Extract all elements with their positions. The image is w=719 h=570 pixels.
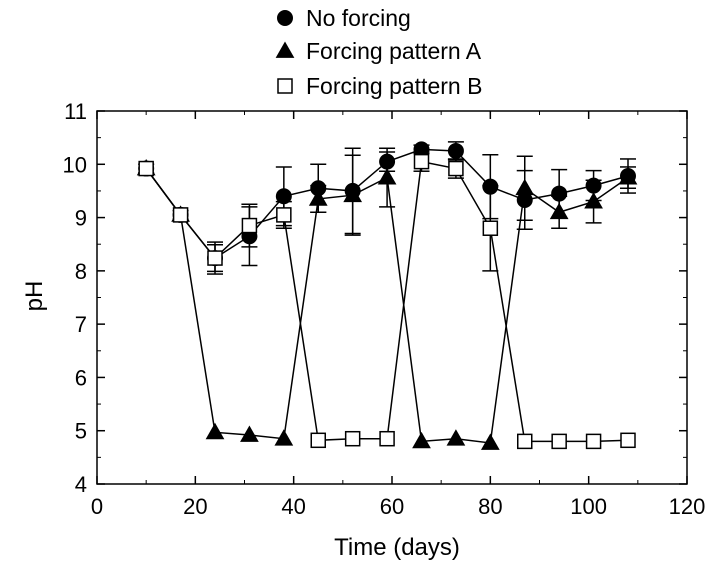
- x-tick-label: 20: [183, 494, 207, 519]
- data-point: [240, 425, 259, 442]
- data-point: [551, 433, 567, 450]
- x-tick-label: 120: [669, 494, 706, 519]
- data-point: [138, 160, 154, 177]
- data-point: [480, 433, 500, 450]
- data-point: [207, 250, 223, 266]
- data-point: [276, 207, 292, 223]
- data-point: [517, 433, 533, 450]
- data-point: [585, 433, 602, 450]
- data-point: [308, 189, 328, 206]
- data-point: [241, 217, 258, 234]
- data-point: [310, 432, 326, 449]
- series-layer: [136, 141, 638, 450]
- legend-label: No forcing: [306, 5, 411, 31]
- y-tick-label: 9: [75, 206, 87, 231]
- data-point: [618, 168, 638, 185]
- data-point: [344, 430, 361, 447]
- data-point: [446, 429, 466, 446]
- data-point: [584, 192, 603, 209]
- x-tick-label: 40: [281, 494, 305, 519]
- y-tick-label: 7: [75, 312, 87, 337]
- data-point: [172, 207, 189, 223]
- data-point: [274, 429, 294, 446]
- data-point: [620, 432, 636, 449]
- x-tick-label: 0: [91, 494, 103, 519]
- x-tick-label: 60: [380, 494, 404, 519]
- legend-marker: [277, 78, 293, 94]
- series-open-square: [138, 151, 636, 450]
- data-point: [377, 168, 397, 185]
- data-point: [549, 202, 569, 220]
- legend-label: Forcing pattern B: [306, 73, 482, 99]
- data-point: [205, 422, 225, 440]
- data-point: [515, 178, 535, 196]
- legend-marker: [275, 41, 295, 58]
- x-tick-label: 80: [478, 494, 502, 519]
- data-point: [413, 153, 430, 170]
- y-tick-label: 11: [64, 99, 87, 124]
- data-point: [412, 431, 431, 449]
- y-tick-label: 8: [75, 259, 87, 284]
- data-point: [447, 142, 464, 159]
- data-point: [448, 160, 464, 177]
- x-axis-label: Time (days): [334, 534, 460, 561]
- legend: No forcing Forcing pattern A Forcing patte…: [275, 5, 482, 99]
- y-axis-label: pH: [21, 281, 48, 312]
- data-point: [379, 430, 395, 447]
- y-tick-label: 10: [63, 152, 87, 177]
- axes: 0 20 40 60 80 100 120 4 5 6 7 8 9 10 11: [63, 99, 706, 519]
- y-tick-label: 6: [75, 365, 87, 390]
- y-tick-label: 4: [75, 472, 87, 497]
- legend-marker: [277, 10, 293, 26]
- legend-label: Forcing pattern A: [306, 38, 482, 64]
- x-tick-label: 100: [570, 494, 607, 519]
- data-point: [343, 185, 363, 203]
- data-point: [482, 220, 499, 236]
- y-tick-label: 5: [75, 419, 87, 444]
